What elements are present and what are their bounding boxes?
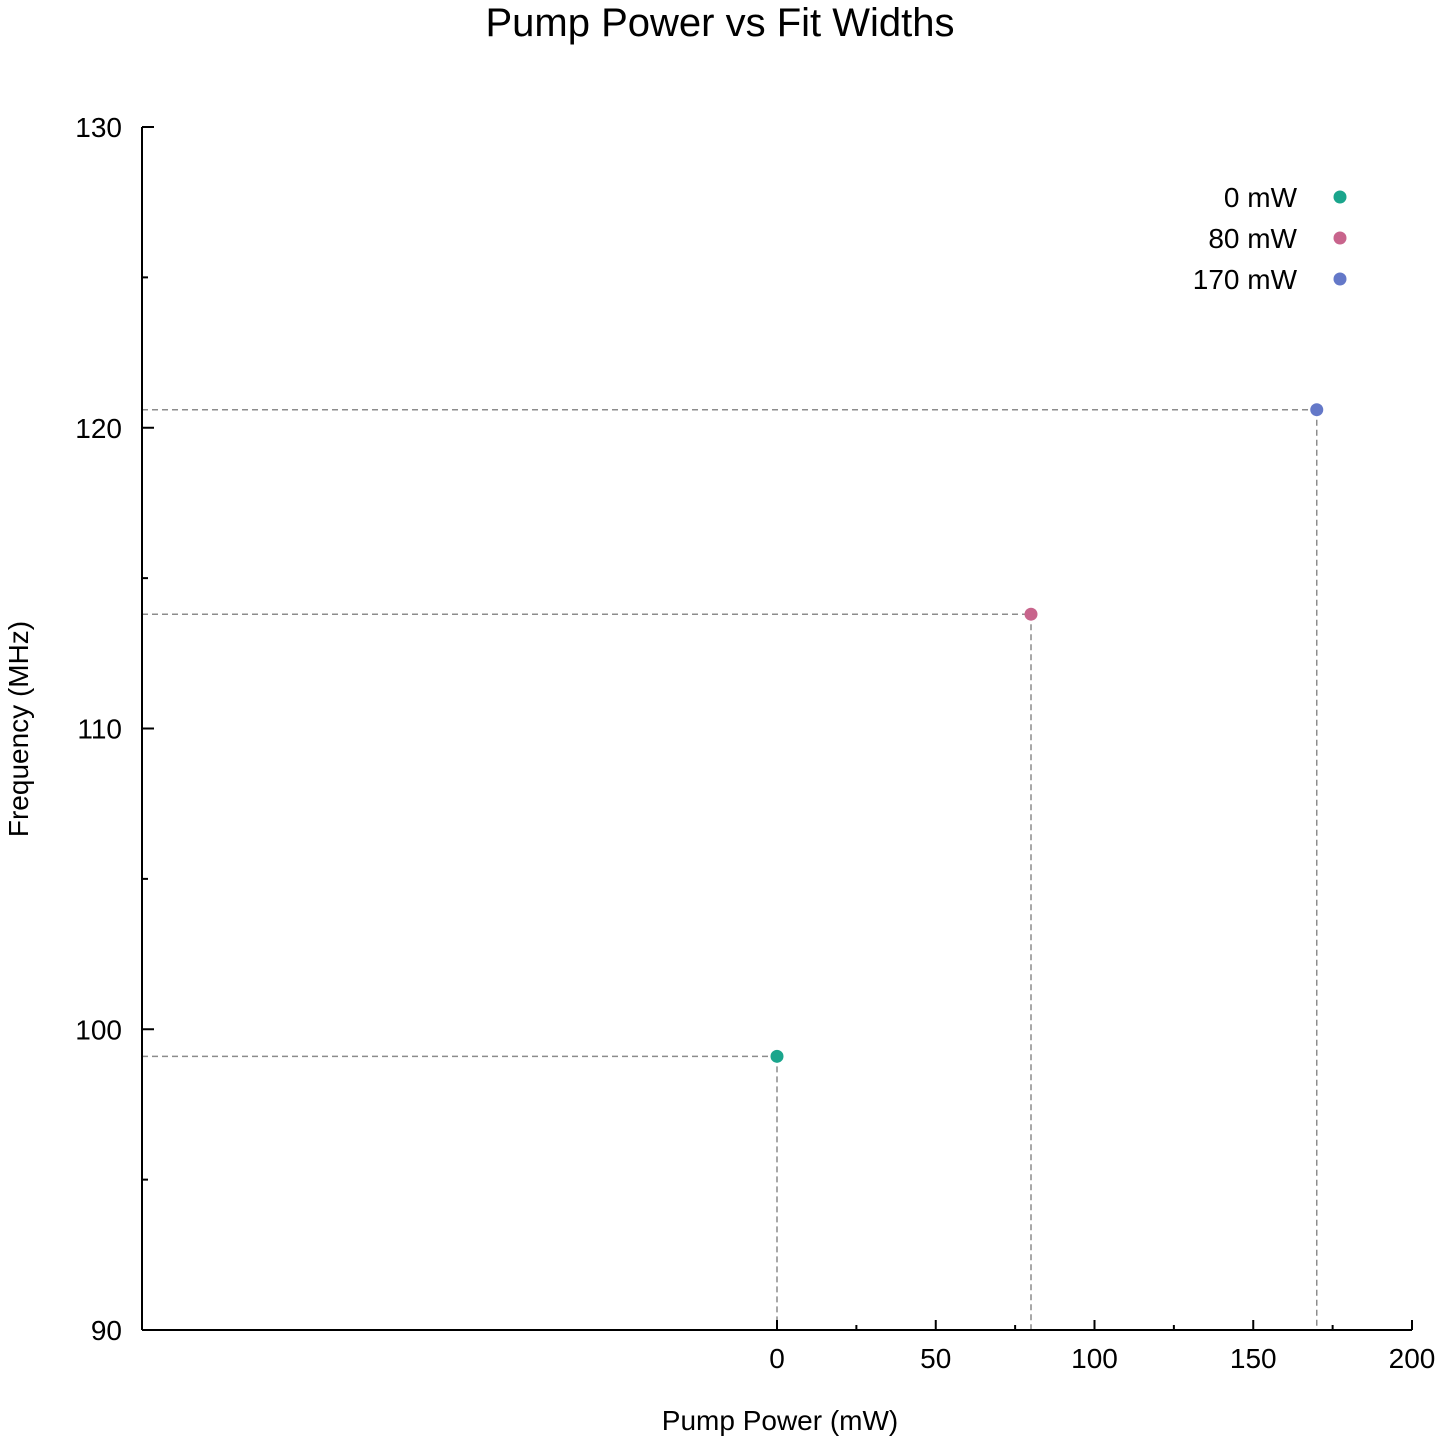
- y-axis-label: Frequency (MHz): [3, 621, 34, 837]
- y-tick-label: 110: [77, 714, 122, 745]
- data-points: [770, 403, 1324, 1063]
- legend-marker: [1333, 231, 1347, 245]
- x-axis-ticks: 0 50 100 150 200: [769, 1320, 1435, 1374]
- legend: 0 mW 80 mW 170 mW: [1193, 182, 1347, 295]
- legend-marker: [1333, 190, 1347, 204]
- y-tick-label: 130: [75, 112, 122, 143]
- y-axis-ticks: 90 100 110 120 130: [75, 112, 154, 1346]
- y-tick-label: 120: [75, 413, 122, 444]
- x-tick-label: 0: [769, 1343, 785, 1374]
- x-tick-label: 100: [1071, 1343, 1118, 1374]
- y-tick-label: 90: [91, 1315, 122, 1346]
- y-tick-label: 100: [75, 1014, 122, 1045]
- chart-title: Pump Power vs Fit Widths: [485, 1, 954, 45]
- data-point: [1024, 607, 1038, 621]
- data-point: [770, 1049, 784, 1063]
- x-tick-label: 150: [1230, 1343, 1277, 1374]
- x-tick-label: 50: [920, 1343, 951, 1374]
- legend-label: 170 mW: [1193, 264, 1298, 295]
- legend-label: 80 mW: [1208, 223, 1297, 254]
- data-point: [1310, 403, 1324, 417]
- legend-label: 0 mW: [1224, 182, 1298, 213]
- guide-lines: [142, 408, 1318, 1330]
- x-tick-label: 200: [1389, 1343, 1436, 1374]
- legend-marker: [1333, 272, 1347, 286]
- x-axis-label: Pump Power (mW): [662, 1405, 898, 1436]
